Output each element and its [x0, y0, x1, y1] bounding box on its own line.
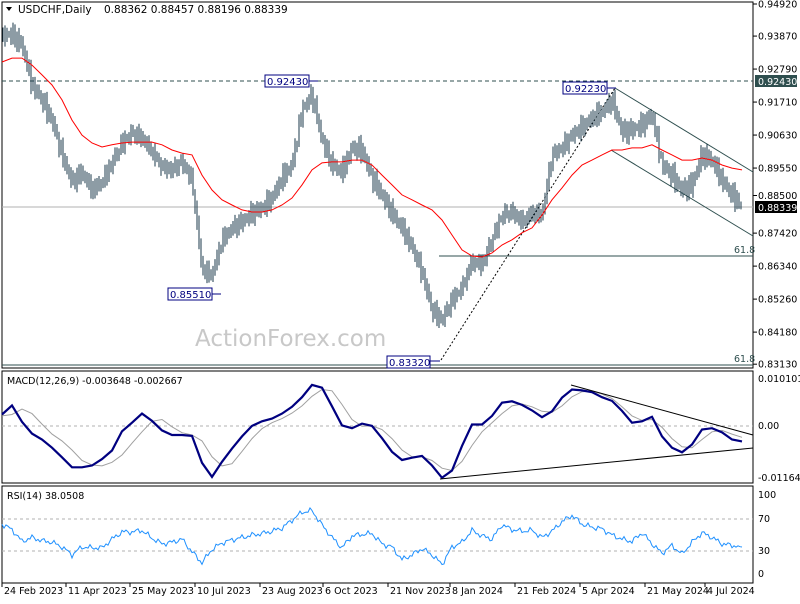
date-tick-label: 24 Feb 2023: [4, 586, 63, 597]
date-tick-label: 21 Feb 2024: [517, 586, 576, 597]
date-tick-label: 25 May 2023: [132, 586, 194, 597]
level-label-092430: 0.92430: [264, 74, 318, 88]
date-tick-label: 8 Jan 2024: [452, 586, 503, 597]
macd-title: MACD(12,26,9) -0.003648 -0.002667: [7, 376, 183, 387]
date-tick-label: 5 Apr 2024: [582, 586, 635, 597]
macd-axis-min: -0.011645: [758, 473, 800, 484]
rsi-axis-70: 70: [758, 514, 770, 525]
svg-text:0.85510: 0.85510: [170, 290, 211, 301]
svg-text:0.92430: 0.92430: [267, 77, 308, 88]
rsi-title: RSI(14) 38.0508: [7, 491, 84, 502]
price-tick-label: 0.88500: [758, 191, 797, 202]
date-tick-label: 11 Apr 2023: [68, 586, 127, 597]
date-tick-label: 4 Jul 2024: [707, 586, 755, 597]
macd-axis-zero: 0.00: [758, 421, 779, 432]
price-tick-label: 0.87420: [758, 229, 797, 240]
date-tick-label: 23 Aug 2023: [262, 586, 323, 597]
fib-label-upper: 61.8: [734, 245, 755, 256]
resistance-price-tag: 0.92430: [755, 75, 797, 88]
date-tick-label: 10 Jul 2023: [197, 586, 251, 597]
level-label-083320: 0.83320: [386, 355, 440, 369]
symbol-title: USDCHF,Daily: [18, 4, 92, 16]
dotted-trendline: [440, 87, 616, 361]
price-tick-label: 0.93870: [758, 32, 797, 43]
macd-main-line: [1, 383, 743, 480]
rsi-panel[interactable]: [1, 485, 754, 584]
date-axis: 24 Feb 2023 11 Apr 2023 25 May 2023 10 Jul …: [1, 583, 755, 597]
svg-text:0.92230: 0.92230: [565, 84, 606, 95]
watermark: ActionForex.com: [195, 326, 386, 352]
macd-upper-trendline: [570, 384, 754, 436]
macd-lower-trendline: [439, 447, 754, 480]
svg-text:0.92430: 0.92430: [758, 77, 797, 88]
rsi-axis-30: 30: [758, 546, 770, 557]
current-price-tag: 0.88339: [755, 201, 797, 214]
price-tick-label: 0.94920: [758, 0, 797, 11]
macd-panel[interactable]: [1, 370, 754, 484]
price-tick-label: 0.83130: [758, 360, 797, 371]
price-tick-label: 0.91710: [758, 98, 797, 109]
channel-lower-line: [610, 149, 754, 237]
svg-text:0.88339: 0.88339: [758, 203, 797, 214]
triangle-down-icon[interactable]: [6, 7, 12, 11]
rsi-line: [1, 506, 743, 566]
rsi-axis-100: 100: [758, 490, 776, 501]
svg-text:0.83320: 0.83320: [389, 358, 430, 369]
date-tick-label: 6 Oct 2023: [325, 586, 378, 597]
channel-upper-line: [614, 87, 754, 173]
rsi-axis-0: 0: [758, 569, 764, 580]
price-tick-label: 0.84180: [758, 328, 797, 339]
date-tick-label: 21 May 2024: [647, 586, 709, 597]
price-axis: 0.94920 0.93870 0.92790 0.91710 0.90630 0.895…: [753, 0, 797, 371]
ohlc-readout: 0.88362 0.88457 0.88196 0.88339: [104, 4, 288, 16]
date-tick-label: 21 Nov 2023: [390, 586, 451, 597]
price-tick-label: 0.89550: [758, 164, 797, 175]
fib-label-lower: 61.8: [734, 354, 755, 365]
price-tick-label: 0.86340: [758, 262, 797, 273]
level-label-085510: 0.85510: [167, 287, 221, 301]
moving-average-line: [1, 57, 743, 258]
price-tick-label: 0.85260: [758, 295, 797, 306]
macd-axis-max: 0.010101: [758, 374, 800, 385]
level-label-092230: 0.92230: [562, 81, 616, 95]
price-tick-label: 0.90630: [758, 131, 797, 142]
price-tick-label: 0.92790: [758, 65, 797, 76]
